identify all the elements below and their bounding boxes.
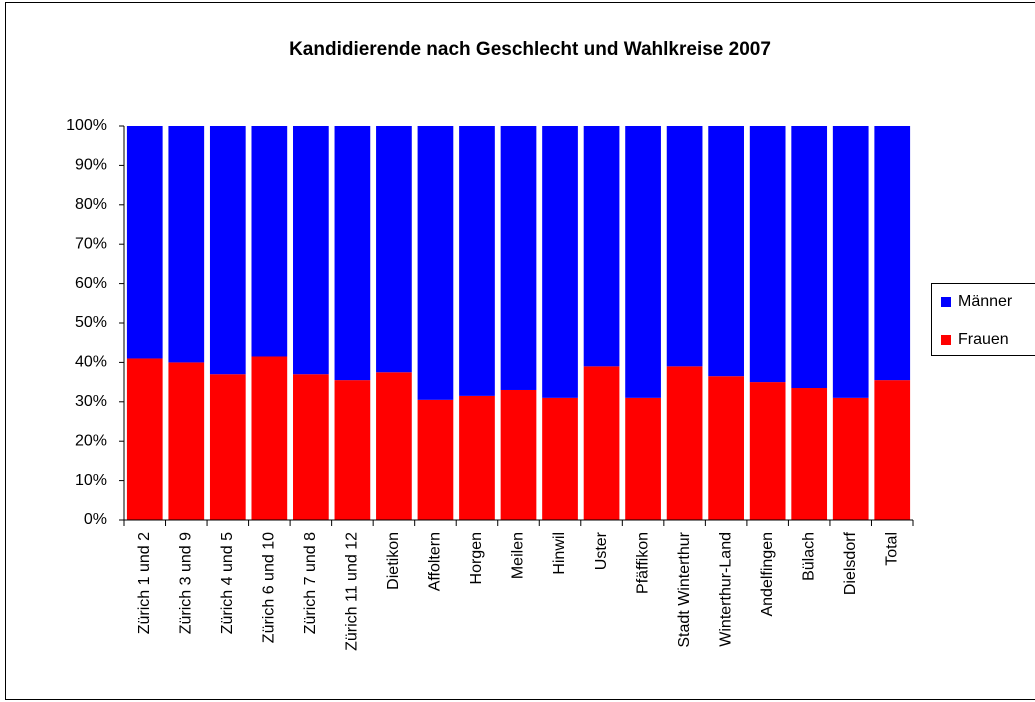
legend-label: Männer — [958, 293, 1013, 310]
bar-segment — [168, 362, 205, 520]
y-tick-label: 50% — [75, 314, 107, 331]
x-tick-label: Stadt Winterthur — [676, 531, 693, 647]
bar-segment — [376, 126, 412, 373]
x-tick-label: Zürich 4 und 5 — [219, 532, 236, 634]
x-tick-label: Affoltern — [427, 532, 444, 591]
bar-segment — [126, 358, 163, 520]
x-tick-label: Meilen — [510, 532, 527, 579]
y-tick-label: 100% — [66, 117, 107, 134]
bar-segment — [251, 356, 288, 520]
bar-segment — [749, 382, 786, 520]
x-tick-label: Pfäffikon — [634, 532, 651, 594]
bar-segment — [791, 126, 828, 389]
bar-segment — [542, 126, 578, 398]
bar-segment — [209, 374, 246, 520]
legend-label: Frauen — [958, 331, 1009, 348]
chart-title: Kandidierende nach Geschlecht und Wahlkr… — [289, 39, 771, 60]
x-tick-label: Andelfingen — [759, 532, 776, 617]
bar-segment — [334, 126, 371, 381]
x-tick-label: Dietikon — [385, 532, 402, 590]
bar-segment — [168, 126, 205, 363]
bar-segment — [832, 397, 869, 520]
y-tick-label: 40% — [75, 354, 107, 371]
x-tick-label: Zürich 1 und 2 — [136, 532, 153, 634]
bar-segment — [334, 380, 371, 520]
bar-segment — [251, 126, 288, 357]
x-tick-label: Hinwil — [551, 532, 568, 575]
bar-segment — [293, 374, 329, 520]
x-tick-label: Zürich 6 und 10 — [261, 532, 278, 643]
x-tick-label: Bülach — [800, 532, 817, 581]
bar-segment — [459, 395, 495, 520]
bar-segment — [459, 126, 495, 396]
y-tick-label: 90% — [75, 157, 107, 174]
bar-segment — [749, 126, 786, 383]
bar-segment — [542, 397, 578, 520]
bar-segment — [666, 126, 703, 367]
x-tick-label: Zürich 7 und 8 — [302, 532, 319, 634]
x-tick-label: Zürich 11 und 12 — [344, 532, 361, 651]
bar-segment — [500, 389, 537, 520]
x-tick-label: Total — [883, 532, 900, 566]
bar-segment — [832, 126, 869, 398]
bar-segment — [376, 372, 412, 520]
x-tick-label: Winterthur-Land — [717, 532, 734, 647]
bar-segment — [708, 126, 744, 377]
bar-segment — [874, 126, 911, 381]
legend-swatch — [941, 297, 951, 307]
bar-segment — [666, 366, 703, 520]
bar-segment — [417, 399, 454, 520]
x-tick-label: Zürich 3 und 9 — [178, 532, 195, 634]
bar-segment — [583, 366, 620, 520]
bar-segment — [625, 397, 661, 520]
bar-segment — [293, 126, 329, 375]
x-tick-label: Horgen — [468, 532, 485, 584]
bar-segment — [209, 126, 246, 375]
bar-segment — [417, 126, 454, 400]
y-tick-label: 80% — [75, 196, 107, 213]
bar-segment — [500, 126, 537, 390]
y-tick-label: 70% — [75, 235, 107, 252]
bar-segment — [874, 380, 911, 520]
y-tick-label: 0% — [84, 511, 107, 528]
y-tick-label: 20% — [75, 432, 107, 449]
bar-segment — [126, 126, 163, 359]
bar-segment — [791, 388, 828, 520]
y-tick-label: 30% — [75, 393, 107, 410]
legend-swatch — [941, 335, 951, 345]
bar-segment — [708, 376, 744, 520]
y-tick-label: 10% — [75, 472, 107, 489]
x-tick-label: Uster — [593, 531, 610, 570]
bar-segment — [583, 126, 620, 367]
x-tick-label: Dielsdorf — [842, 531, 859, 595]
bar-segment — [625, 126, 661, 398]
y-tick-label: 60% — [75, 275, 107, 292]
